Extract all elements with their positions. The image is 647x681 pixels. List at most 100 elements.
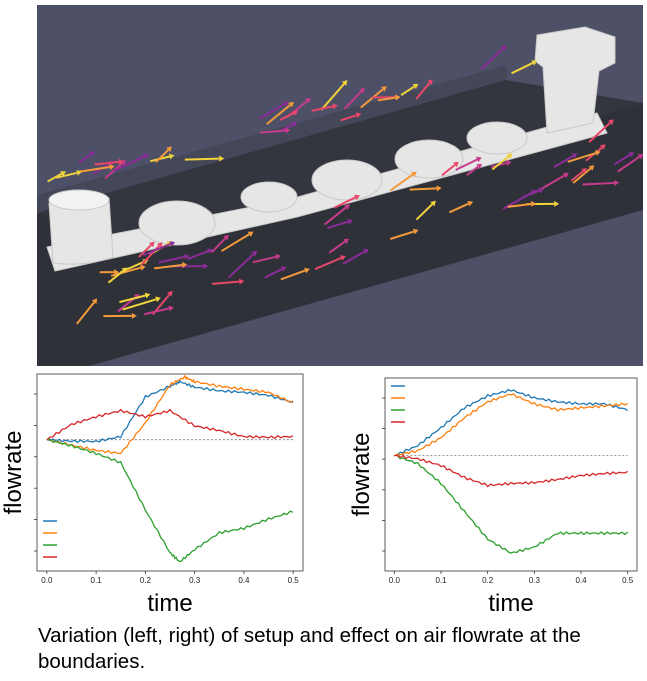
arrow-27 bbox=[113, 155, 145, 172]
arrow-53 bbox=[389, 230, 415, 240]
arrow-47 bbox=[143, 307, 170, 316]
chart-left: 0.0 0.1 0.2 0.3 0.4 0.5 time flowrate bbox=[0, 368, 320, 618]
arrow-head-28 bbox=[363, 248, 369, 255]
arrow-head-6 bbox=[332, 103, 338, 110]
arrow-head-10 bbox=[531, 60, 538, 66]
arrow-22 bbox=[343, 90, 363, 110]
arrow-head-20 bbox=[292, 110, 299, 116]
arrow-55 bbox=[122, 298, 157, 311]
arrow-44 bbox=[227, 253, 255, 279]
series-line-1 bbox=[394, 393, 628, 457]
arrow-head-34 bbox=[628, 152, 635, 158]
arrow-head-29 bbox=[554, 200, 560, 207]
arrow-head-32 bbox=[131, 312, 137, 319]
arrow-head-70 bbox=[599, 144, 606, 150]
arrow-head-27 bbox=[143, 153, 149, 159]
simulation-render bbox=[37, 5, 643, 366]
air-channel-upper bbox=[37, 65, 507, 213]
x-tick-label-5: 0.5 bbox=[622, 576, 634, 585]
arrow-head-59 bbox=[453, 161, 459, 168]
arrow-head-72 bbox=[207, 248, 213, 254]
airflow-visualization bbox=[37, 26, 643, 366]
arrow-head-38 bbox=[275, 253, 281, 260]
arrow-54 bbox=[76, 301, 95, 325]
arrow-head-51 bbox=[304, 267, 310, 274]
arrow-42 bbox=[582, 181, 615, 186]
arrow-head-76 bbox=[181, 262, 188, 268]
arrow-head-23 bbox=[76, 169, 82, 176]
x-tick-label-4: 0.4 bbox=[238, 576, 250, 585]
arrow-12 bbox=[184, 157, 220, 161]
series-line-3 bbox=[394, 454, 629, 488]
arrow-43 bbox=[119, 294, 146, 304]
arrow-head-39 bbox=[588, 165, 595, 171]
x-tick-label-4: 0.4 bbox=[575, 576, 587, 585]
arrow-head-83 bbox=[506, 153, 513, 159]
arrow-17 bbox=[480, 47, 504, 70]
arrow-head-52 bbox=[343, 238, 350, 244]
x-tick-label-5: 0.5 bbox=[288, 576, 300, 585]
arrow-38 bbox=[252, 255, 277, 264]
arrow-26 bbox=[259, 129, 286, 134]
arrow-28 bbox=[342, 250, 366, 265]
arrow-80 bbox=[567, 152, 597, 163]
arrow-head-0 bbox=[305, 97, 311, 104]
arrow-head-63 bbox=[347, 218, 354, 225]
arrow-33 bbox=[449, 202, 469, 214]
arrow-74 bbox=[107, 269, 125, 284]
arrow-20 bbox=[279, 112, 295, 121]
arrow-83 bbox=[491, 155, 510, 171]
arrow-head-75 bbox=[247, 231, 254, 237]
arrow-18 bbox=[377, 96, 396, 102]
arrow-10 bbox=[511, 62, 534, 75]
arrow-head-40 bbox=[167, 290, 173, 297]
arrow-head-43 bbox=[144, 292, 151, 299]
arrow-11 bbox=[266, 104, 291, 126]
plot-frame bbox=[36, 373, 304, 572]
arrow-head-15 bbox=[60, 171, 66, 177]
arrow-head-9 bbox=[282, 101, 289, 107]
x-tick-label-1: 0.1 bbox=[435, 576, 447, 585]
arrow-head-12 bbox=[219, 155, 225, 162]
arrow-head-2 bbox=[380, 86, 387, 92]
arrow-head-30 bbox=[339, 255, 346, 261]
arrow-head-82 bbox=[608, 119, 614, 125]
arrow-24 bbox=[400, 85, 415, 96]
mound-3 bbox=[311, 159, 383, 201]
arrow-50 bbox=[570, 170, 584, 182]
arrow-58 bbox=[409, 187, 437, 191]
arrow-51 bbox=[280, 269, 306, 281]
arrow-head-42 bbox=[614, 179, 620, 186]
arrow-72 bbox=[187, 250, 209, 260]
arrow-head-14 bbox=[168, 153, 175, 160]
arrow-3 bbox=[320, 83, 345, 111]
arrow-79 bbox=[142, 243, 171, 257]
arrow-head-57 bbox=[410, 171, 417, 177]
arrow-13 bbox=[415, 82, 431, 100]
arrow-head-65 bbox=[354, 194, 360, 201]
y-axis-label: flowrate bbox=[0, 430, 27, 514]
arrow-64 bbox=[323, 206, 347, 226]
arrow-head-33 bbox=[467, 200, 474, 207]
arrow-57 bbox=[389, 173, 414, 192]
series-line-0 bbox=[46, 379, 294, 444]
arrow-15 bbox=[47, 172, 63, 183]
arrow-59 bbox=[441, 164, 456, 177]
arrow-63 bbox=[327, 220, 349, 230]
arrow-61 bbox=[138, 244, 152, 258]
arrow-71 bbox=[553, 155, 574, 169]
arrow-68 bbox=[455, 158, 478, 171]
arrow-head-69 bbox=[140, 264, 146, 271]
arrow-19 bbox=[77, 166, 110, 173]
arrow-52 bbox=[328, 240, 346, 254]
arrow-head-67 bbox=[476, 163, 483, 170]
arrow-head-81 bbox=[184, 253, 190, 260]
arrow-head-25 bbox=[89, 151, 95, 157]
arrow-head-73 bbox=[156, 242, 163, 249]
arrow-head-74 bbox=[121, 267, 128, 273]
arrow-34 bbox=[614, 153, 631, 166]
arrow-head-56 bbox=[203, 263, 209, 270]
arrow-head-8 bbox=[355, 112, 362, 119]
arrow-head-47 bbox=[168, 305, 174, 312]
arrow-48 bbox=[415, 203, 434, 221]
